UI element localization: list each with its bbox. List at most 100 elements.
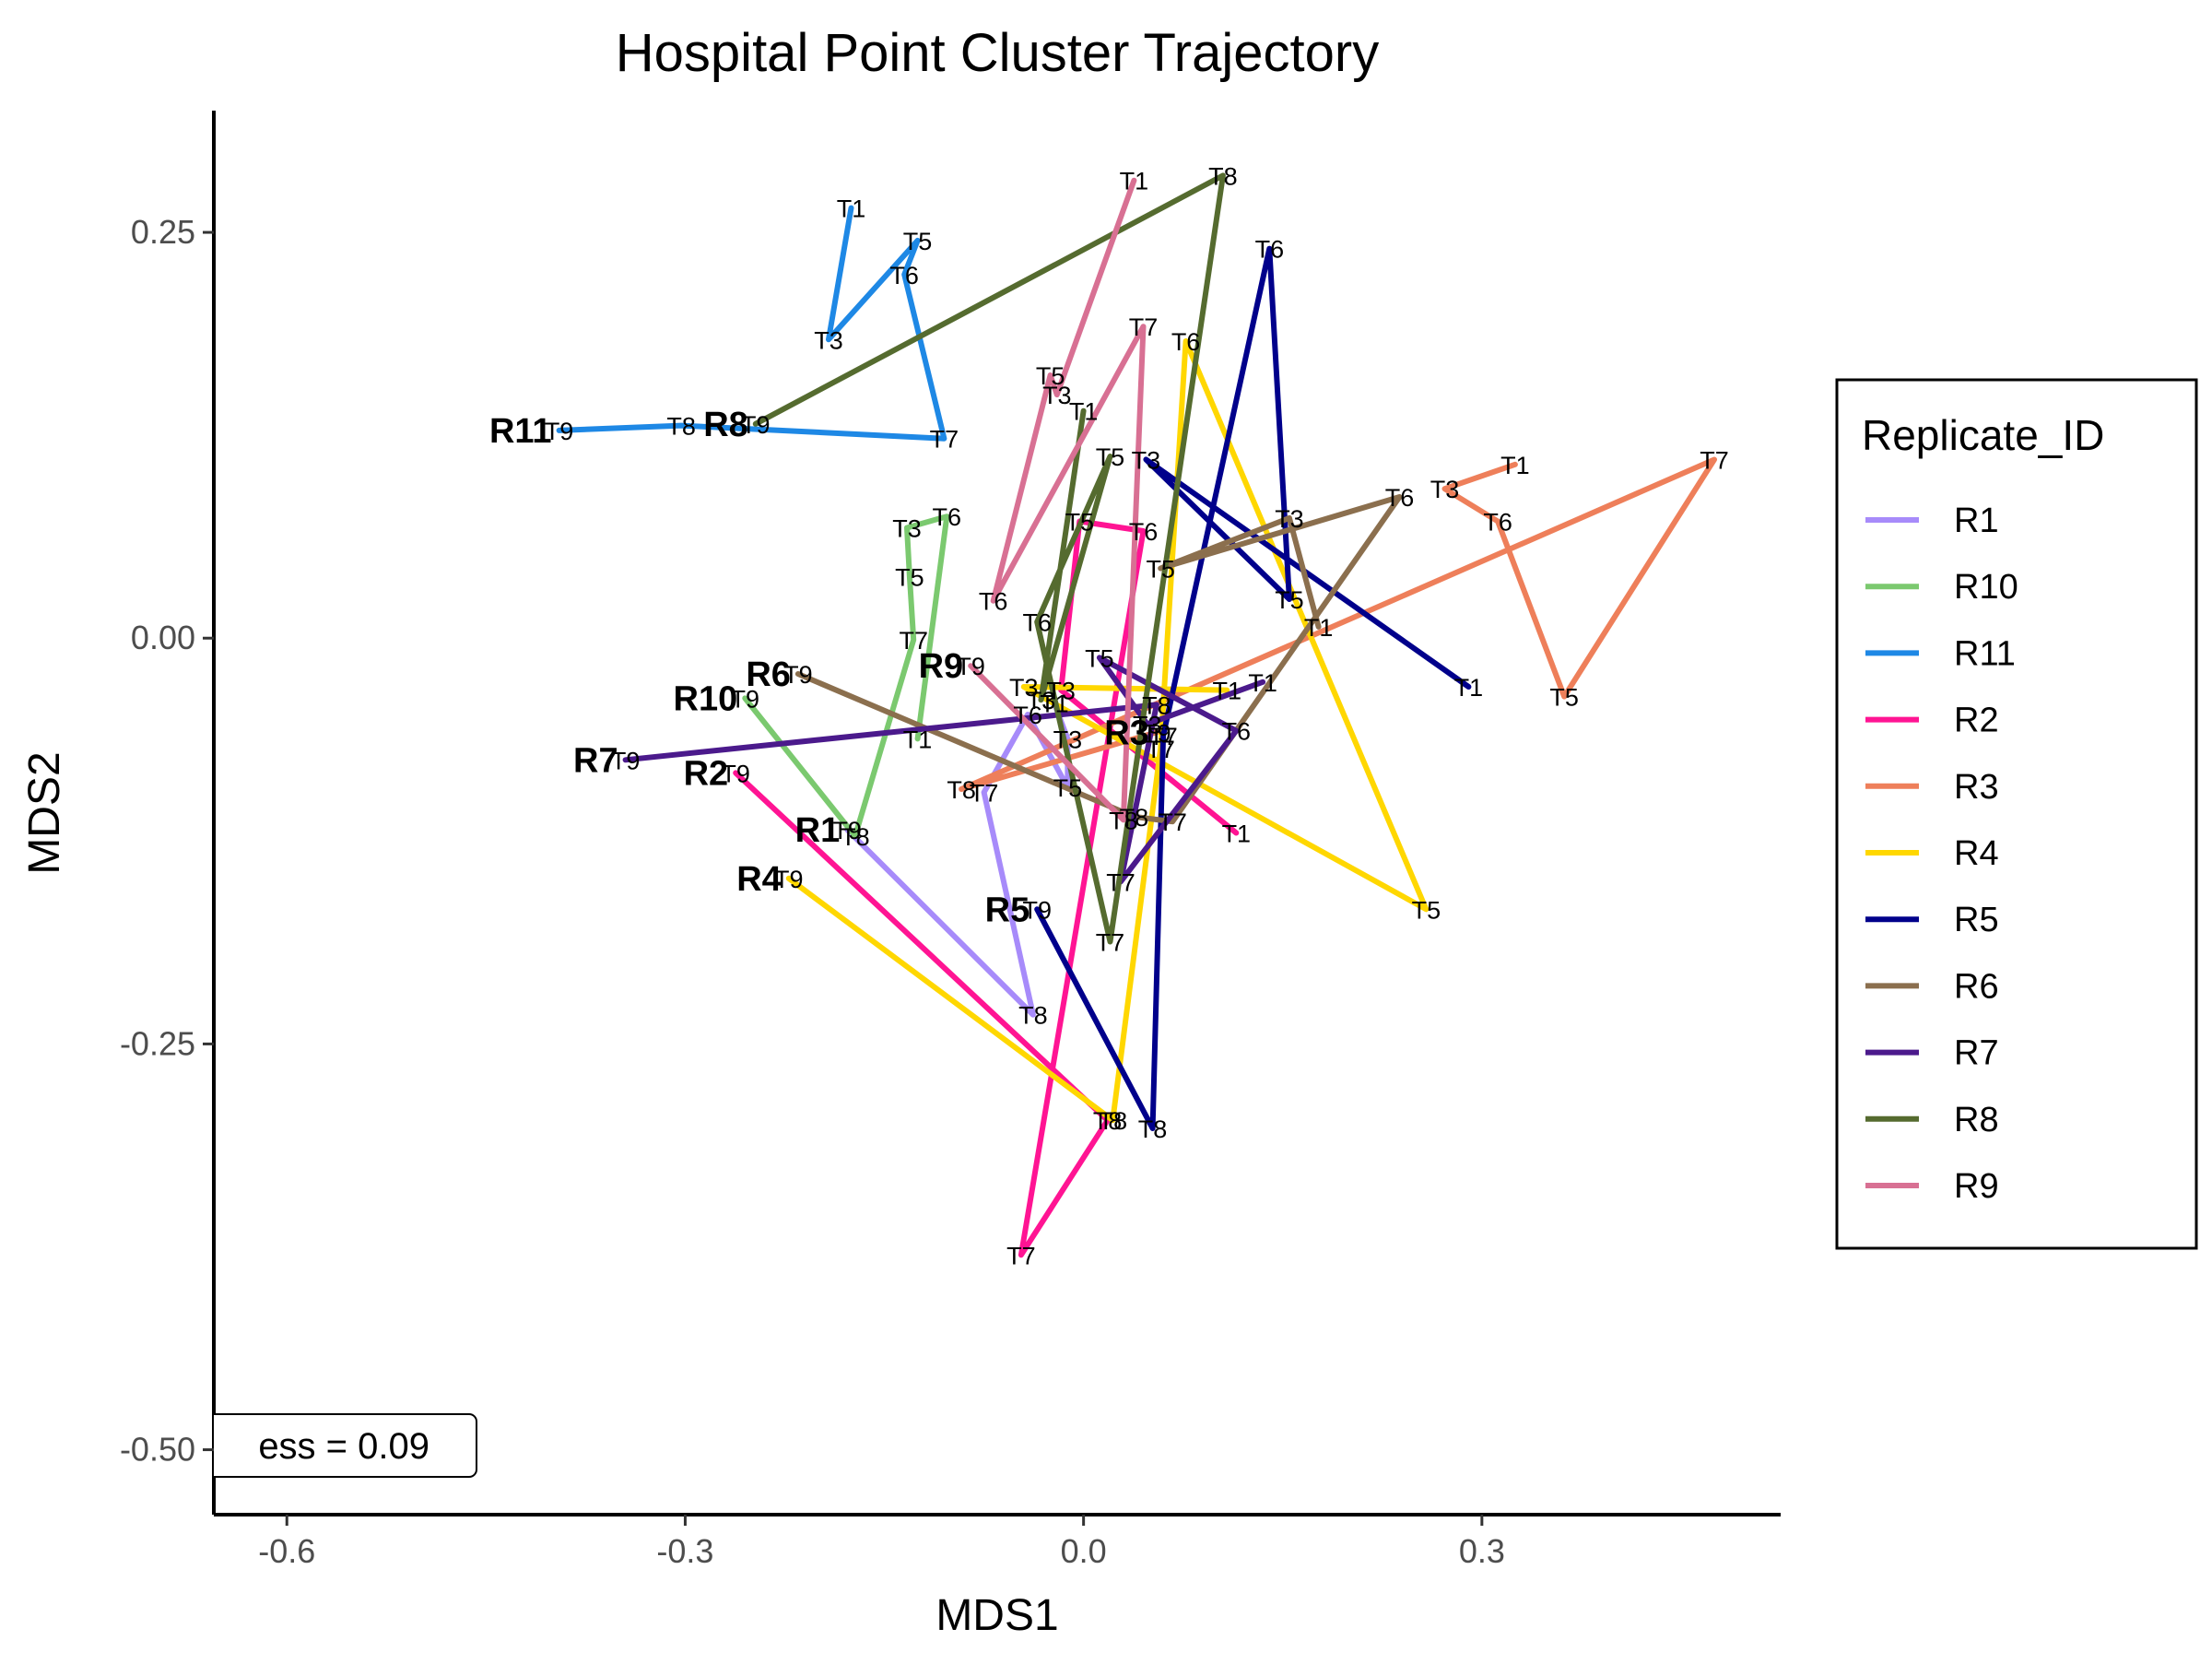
- series-line-r9: [968, 177, 1147, 823]
- series-line-r3: [959, 456, 1717, 792]
- y-tick-label: 0.25: [131, 213, 195, 251]
- point-label: T1: [1500, 452, 1530, 479]
- point-label: T3: [1046, 678, 1076, 705]
- point-label: T9: [721, 760, 750, 787]
- point-label: T9: [774, 866, 804, 893]
- point-label: T7: [970, 779, 999, 807]
- replicate-label-r9: R9: [919, 647, 964, 686]
- point-label: T3: [1042, 382, 1072, 409]
- point-label: T3: [1132, 447, 1161, 475]
- legend-label-r8: R8: [1954, 1101, 1999, 1139]
- point-label: T7: [1129, 313, 1159, 341]
- legend-label-r5: R5: [1954, 901, 1999, 939]
- legend-box: [1835, 378, 2198, 1250]
- replicate-label-r1: R1: [795, 811, 841, 850]
- point-label: T9: [731, 685, 760, 713]
- point-label: T6: [1013, 702, 1042, 729]
- point-label: T1: [1222, 820, 1252, 848]
- point-label: T6: [1483, 508, 1512, 536]
- point-label: T1: [1212, 678, 1241, 705]
- point-label: T7: [1158, 808, 1187, 836]
- y-axis-title: MDS2: [20, 751, 69, 874]
- replicate-label-r3: R3: [1104, 714, 1149, 752]
- point-label: T7: [1096, 928, 1125, 956]
- point-label: T5: [895, 563, 924, 591]
- legend-label-r9: R9: [1954, 1167, 1999, 1206]
- replicate-label-layer: R1 R10 R11 R2 R3 R4 R5 R6 R7 R8 R9: [489, 406, 1149, 929]
- series-line-r10: [742, 513, 950, 839]
- point-label: T7: [1700, 447, 1729, 475]
- point-label: T9: [956, 653, 985, 680]
- series-line-r1: [844, 700, 1071, 1018]
- point-label: T5: [1036, 362, 1065, 390]
- stress-annotation-box: [214, 1413, 477, 1478]
- point-label: T1: [1120, 168, 1149, 195]
- point-label: T3: [1430, 476, 1460, 503]
- point-label: T6: [1171, 328, 1201, 356]
- point-label: T5: [903, 228, 933, 255]
- point-label: T8: [841, 823, 870, 851]
- legend-title: Replicate_ID: [1862, 411, 2104, 459]
- y-tick-label: -0.25: [120, 1024, 195, 1062]
- point-label: T3: [1275, 505, 1304, 533]
- y-tick-label: 0.00: [131, 619, 195, 656]
- legend-label-r6: R6: [1954, 967, 1999, 1006]
- point-label: T1: [1454, 674, 1484, 702]
- point-label: T8: [1138, 1115, 1168, 1143]
- legend: Replicate_ID R1 R10 R11 R2 R3 R4 R5 R6 R7 R8 R9: [1835, 378, 2198, 1250]
- replicate-label-r7: R7: [573, 741, 618, 780]
- point-label: T8: [666, 413, 696, 441]
- x-axis-title: MDS1: [935, 1591, 1058, 1640]
- point-label: T9: [611, 747, 641, 774]
- point-label: T8: [1120, 804, 1149, 832]
- replicate-label-r11: R11: [489, 412, 552, 451]
- point-label: T3: [892, 514, 922, 542]
- series-line-r11: [556, 205, 947, 442]
- y-tick-label: -0.50: [120, 1431, 195, 1469]
- point-label: T5: [1275, 586, 1304, 614]
- point-label: T7: [1148, 723, 1178, 750]
- point-label: T6: [1255, 236, 1285, 264]
- point-label: T9: [545, 418, 574, 445]
- point-label: T6: [1022, 609, 1052, 637]
- point-label: T1: [1248, 669, 1277, 697]
- stress-annotation-text: ess = 0.09: [258, 1426, 429, 1467]
- point-label: T5: [1549, 684, 1579, 712]
- point-label: T6: [932, 503, 961, 531]
- x-tick-label: 0.3: [1459, 1532, 1505, 1570]
- series-line-r7: [622, 655, 1266, 885]
- point-label: T8: [1018, 1002, 1048, 1030]
- legend-label-r3: R3: [1954, 768, 1999, 807]
- point-label: T8: [947, 776, 976, 804]
- point-label: T9: [783, 661, 813, 689]
- legend-label-r2: R2: [1954, 702, 1999, 740]
- point-label: T6: [1129, 518, 1159, 546]
- point-label: T6: [1222, 718, 1252, 746]
- chart-title: Hospital Point Cluster Trajectory: [616, 23, 1379, 83]
- legend-items: R1 R10 R11 R2 R3 R4 R5 R6 R7 R8 R9: [1865, 502, 2018, 1206]
- series-line-r5: [1034, 245, 1472, 1131]
- legend-label-r4: R4: [1954, 834, 1999, 873]
- point-label: T5: [1096, 443, 1125, 471]
- replicate-label-r4: R4: [736, 860, 782, 899]
- point-label: T3: [1133, 712, 1162, 739]
- point-label: T3: [1053, 726, 1083, 753]
- point-label: T8: [1208, 162, 1238, 190]
- point-label: T5: [1085, 644, 1114, 672]
- point-label: T1: [1040, 690, 1069, 718]
- point-label: T3: [1027, 687, 1056, 714]
- replicate-label-r2: R2: [684, 754, 729, 793]
- point-label: T9: [1142, 719, 1171, 747]
- point-label: T7: [1006, 1242, 1036, 1269]
- point-label: T8: [1093, 1107, 1123, 1135]
- x-tick-label: -0.6: [258, 1532, 315, 1570]
- point-label: T1: [1304, 614, 1334, 642]
- tick-layer: -0.6 -0.3 0.0 0.3 0.25 0.00 -0.25 -0.50: [120, 213, 1505, 1570]
- replicate-label-r6: R6: [746, 655, 791, 694]
- replicate-label-r10: R10: [674, 679, 738, 718]
- point-label: T3: [814, 326, 843, 354]
- point-label: T7: [1106, 868, 1135, 896]
- point-label: T8: [1109, 807, 1138, 834]
